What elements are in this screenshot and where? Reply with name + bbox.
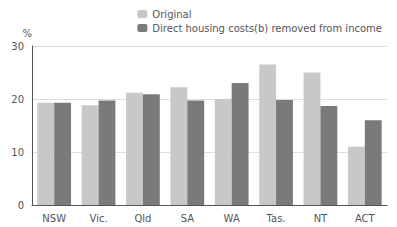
svg-text:30: 30 [11, 41, 24, 52]
svg-text:NSW: NSW [42, 213, 66, 224]
svg-text:NT: NT [314, 213, 328, 224]
svg-text:20: 20 [11, 94, 24, 105]
svg-text:ACT: ACT [355, 213, 376, 224]
svg-text:Direct housing costs(b) remove: Direct housing costs(b) removed from inc… [152, 23, 382, 34]
svg-text:Vic.: Vic. [90, 213, 108, 224]
svg-text:0: 0 [18, 200, 24, 211]
svg-text:10: 10 [11, 147, 24, 158]
svg-text:%: % [22, 28, 32, 39]
svg-text:Original: Original [152, 9, 191, 20]
svg-text:Tas.: Tas. [266, 213, 286, 224]
svg-text:WA: WA [224, 213, 240, 224]
svg-text:SA: SA [181, 213, 195, 224]
svg-text:Qld: Qld [134, 213, 151, 224]
